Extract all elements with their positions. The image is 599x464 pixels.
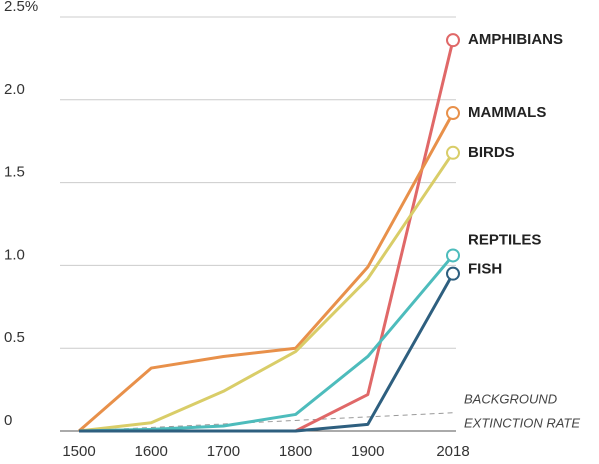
end-marker — [446, 266, 460, 281]
x-tick-label: 2018 — [436, 443, 469, 460]
series-line — [78, 151, 455, 433]
y-tick-label: 1.5 — [4, 164, 25, 181]
annotation: BACKGROUND — [464, 391, 557, 406]
x-tick-label: 1900 — [351, 443, 384, 460]
x-tick-label: 1800 — [279, 443, 312, 460]
y-tick-label: 2.0 — [4, 81, 25, 98]
annotation: EXTINCTION RATE — [464, 415, 580, 430]
x-tick-label: 1700 — [207, 443, 240, 460]
end-marker — [446, 145, 460, 160]
x-tick-label: 1500 — [62, 443, 95, 460]
series-label: MAMMALS — [468, 104, 546, 121]
series-label: BIRDS — [468, 144, 515, 161]
series-label: REPTILES — [468, 231, 541, 248]
x-tick-label: 1600 — [135, 443, 168, 460]
end-marker — [446, 33, 460, 48]
y-tick-label: 1.0 — [4, 246, 25, 263]
series-label: FISH — [468, 261, 502, 278]
series-label: AMPHIBIANS — [468, 31, 563, 48]
end-marker — [446, 248, 460, 263]
series-line — [78, 254, 455, 433]
series-line — [78, 112, 455, 433]
y-tick-label: 0 — [4, 412, 12, 429]
series-line — [79, 272, 455, 433]
y-tick-label: 0.5 — [4, 329, 25, 346]
end-marker — [446, 106, 460, 121]
y-tick-label: 2.5% — [4, 0, 38, 15]
